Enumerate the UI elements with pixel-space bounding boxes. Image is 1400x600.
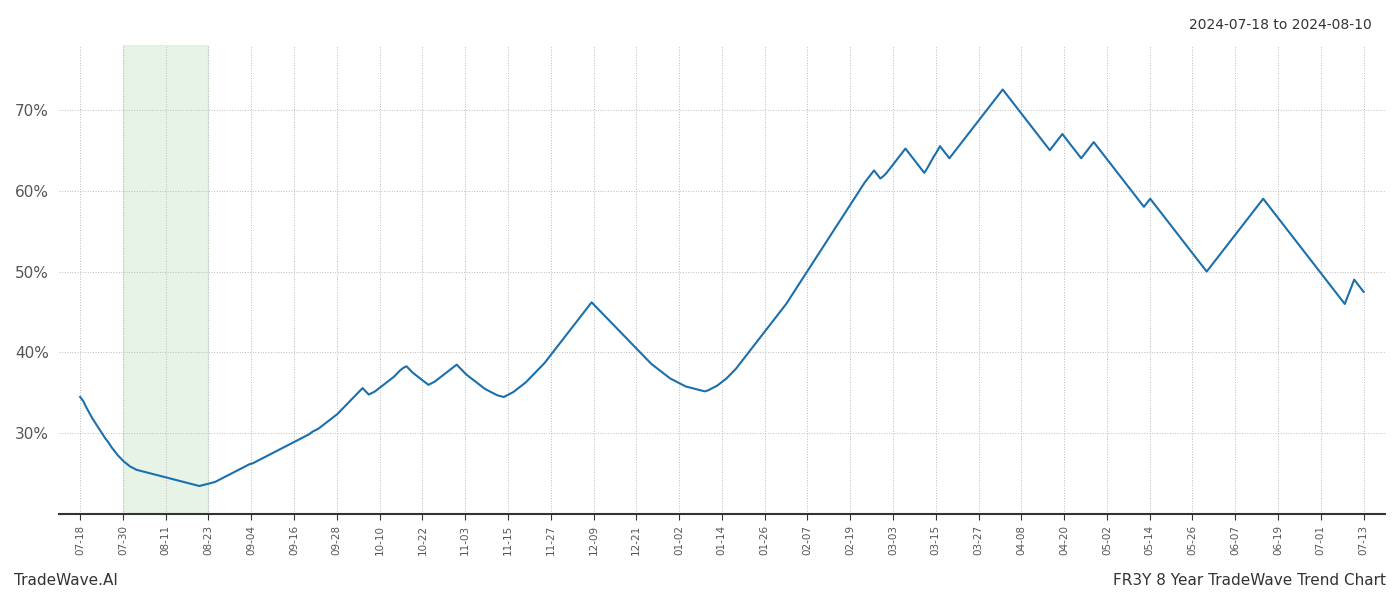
Text: FR3Y 8 Year TradeWave Trend Chart: FR3Y 8 Year TradeWave Trend Chart: [1113, 573, 1386, 588]
Bar: [123, 45, 209, 514]
Text: TradeWave.AI: TradeWave.AI: [14, 573, 118, 588]
Text: 2024-07-18 to 2024-08-10: 2024-07-18 to 2024-08-10: [1189, 18, 1372, 32]
